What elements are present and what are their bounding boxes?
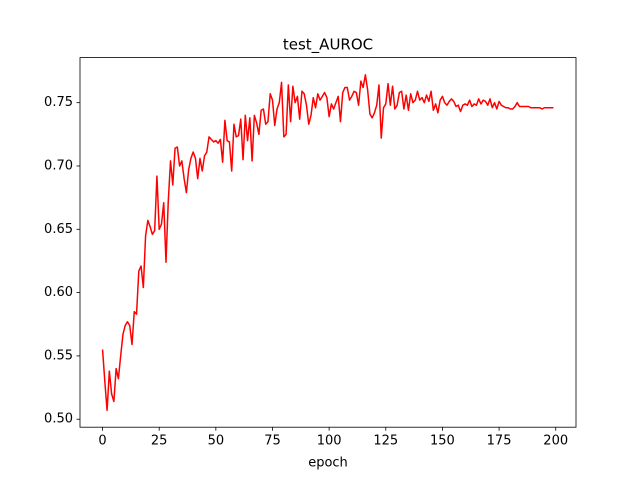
- x-tick-label: 200: [543, 434, 568, 449]
- plot-frame: [79, 57, 577, 428]
- data-line: [101, 74, 554, 412]
- x-tick-label: 175: [487, 434, 512, 449]
- chart-title: test_AUROC: [283, 36, 373, 55]
- y-tick-label: 0.50: [44, 412, 73, 427]
- x-axis-label: epoch: [308, 456, 348, 471]
- x-tick-label: 50: [208, 434, 225, 449]
- y-tick-label: 0.55: [44, 348, 73, 363]
- x-tick-label: 25: [151, 434, 168, 449]
- y-tick-label: 0.60: [44, 285, 73, 300]
- x-tick-label: 0: [98, 434, 106, 449]
- y-tick-label: 0.70: [44, 158, 73, 173]
- x-tick-label: 100: [317, 434, 342, 449]
- x-tick-label: 75: [264, 434, 281, 449]
- x-tick-label: 125: [373, 434, 398, 449]
- y-tick-label: 0.75: [44, 95, 73, 110]
- y-tick-label: 0.65: [44, 222, 73, 237]
- x-tick-label: 150: [430, 434, 455, 449]
